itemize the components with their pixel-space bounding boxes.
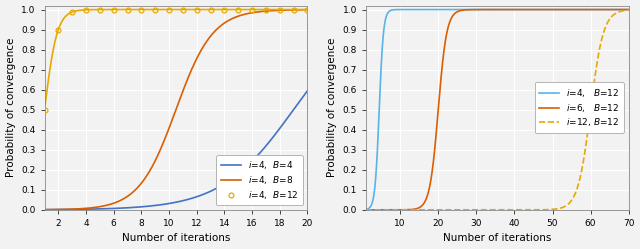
$i$=6,   $B$=12: [490, 8, 497, 11]
$i$=4,  $B$=4: [168, 201, 176, 204]
X-axis label: Number of iterations: Number of iterations: [122, 234, 230, 244]
$i$=4,  $B$=8: [296, 8, 303, 11]
$i$=6,   $B$=12: [625, 8, 632, 11]
$i$=4,  $B$=4: [41, 208, 49, 211]
$i$=4,  $B$=4: [161, 203, 169, 206]
$i$=6,   $B$=12: [362, 208, 370, 211]
$i$=4,  $B$=12: [165, 8, 173, 11]
$i$=4,  $B$=12: [41, 108, 49, 111]
$i$=6,   $B$=12: [590, 8, 598, 11]
$i$=4,  $B$=8: [161, 136, 169, 139]
Y-axis label: Probability of convergence: Probability of convergence: [6, 38, 15, 177]
Line: $i$=4,  $B$=12: $i$=4, $B$=12: [42, 7, 310, 112]
$i$=4,  $B$=12: [234, 8, 242, 11]
$i$=4,   $B$=12: [618, 8, 625, 11]
$i$=4,  $B$=12: [96, 8, 104, 11]
$i$=4,  $B$=12: [54, 28, 62, 31]
$i$=12, $B$=12: [625, 8, 632, 11]
$i$=4,  $B$=8: [168, 118, 176, 121]
Line: $i$=4,  $B$=4: $i$=4, $B$=4: [45, 91, 307, 210]
X-axis label: Number of iterations: Number of iterations: [443, 234, 552, 244]
$i$=4,  $B$=4: [54, 208, 62, 211]
$i$=4,  $B$=12: [110, 8, 118, 11]
$i$=4,   $B$=12: [376, 106, 383, 109]
Line: $i$=6,   $B$=12: $i$=6, $B$=12: [366, 9, 628, 210]
$i$=4,  $B$=4: [303, 89, 311, 92]
$i$=12, $B$=12: [376, 208, 383, 211]
$i$=4,  $B$=12: [207, 8, 214, 11]
$i$=4,  $B$=12: [179, 8, 187, 11]
$i$=12, $B$=12: [617, 10, 625, 13]
$i$=4,  $B$=12: [68, 10, 76, 13]
$i$=4,  $B$=8: [41, 208, 49, 211]
$i$=12, $B$=12: [569, 197, 577, 200]
$i$=4,  $B$=8: [296, 8, 303, 11]
$i$=4,  $B$=12: [138, 8, 145, 11]
Line: $i$=12, $B$=12: $i$=12, $B$=12: [366, 10, 628, 210]
$i$=6,   $B$=12: [618, 8, 625, 11]
$i$=6,   $B$=12: [569, 8, 577, 11]
$i$=4,   $B$=12: [483, 8, 491, 11]
$i$=4,  $B$=12: [221, 8, 228, 11]
$i$=4,  $B$=8: [303, 8, 311, 11]
Y-axis label: Probability of convergence: Probability of convergence: [327, 38, 337, 177]
$i$=4,  $B$=4: [296, 100, 303, 103]
$i$=4,   $B$=12: [453, 8, 461, 11]
$i$=4,  $B$=8: [54, 208, 62, 211]
$i$=6,   $B$=12: [376, 208, 383, 211]
Legend: $i$=4,  $B$=4, $i$=4,  $B$=8, $i$=4,  $B$=12: $i$=4, $B$=4, $i$=4, $B$=8, $i$=4, $B$=1…: [216, 155, 303, 205]
$i$=4,   $B$=12: [569, 8, 577, 11]
$i$=12, $B$=12: [490, 208, 497, 211]
$i$=4,  $B$=12: [248, 8, 256, 11]
$i$=4,  $B$=12: [262, 8, 269, 11]
$i$=4,   $B$=12: [625, 8, 632, 11]
$i$=12, $B$=12: [617, 10, 625, 13]
$i$=4,  $B$=12: [276, 8, 284, 11]
$i$=12, $B$=12: [483, 208, 490, 211]
$i$=4,  $B$=12: [193, 8, 200, 11]
$i$=4,  $B$=12: [290, 8, 298, 11]
$i$=12, $B$=12: [362, 208, 370, 211]
$i$=4,   $B$=12: [490, 8, 498, 11]
$i$=4,  $B$=4: [248, 160, 255, 163]
$i$=4,   $B$=12: [617, 8, 625, 11]
$i$=4,  $B$=12: [303, 8, 311, 11]
$i$=4,   $B$=12: [362, 208, 370, 211]
$i$=4,  $B$=12: [151, 8, 159, 11]
$i$=6,   $B$=12: [617, 8, 625, 11]
Line: $i$=4,  $B$=8: $i$=4, $B$=8: [45, 10, 307, 210]
Line: $i$=4,   $B$=12: $i$=4, $B$=12: [366, 9, 628, 209]
$i$=4,  $B$=12: [82, 8, 90, 11]
$i$=4,  $B$=4: [296, 100, 303, 103]
$i$=4,  $B$=8: [248, 11, 255, 14]
$i$=4,  $B$=12: [124, 8, 131, 11]
$i$=6,   $B$=12: [483, 8, 490, 11]
Legend: $i$=4,   $B$=12, $i$=6,   $B$=12, $i$=12, $B$=12: $i$=4, $B$=12, $i$=6, $B$=12, $i$=12, $B…: [534, 82, 624, 133]
